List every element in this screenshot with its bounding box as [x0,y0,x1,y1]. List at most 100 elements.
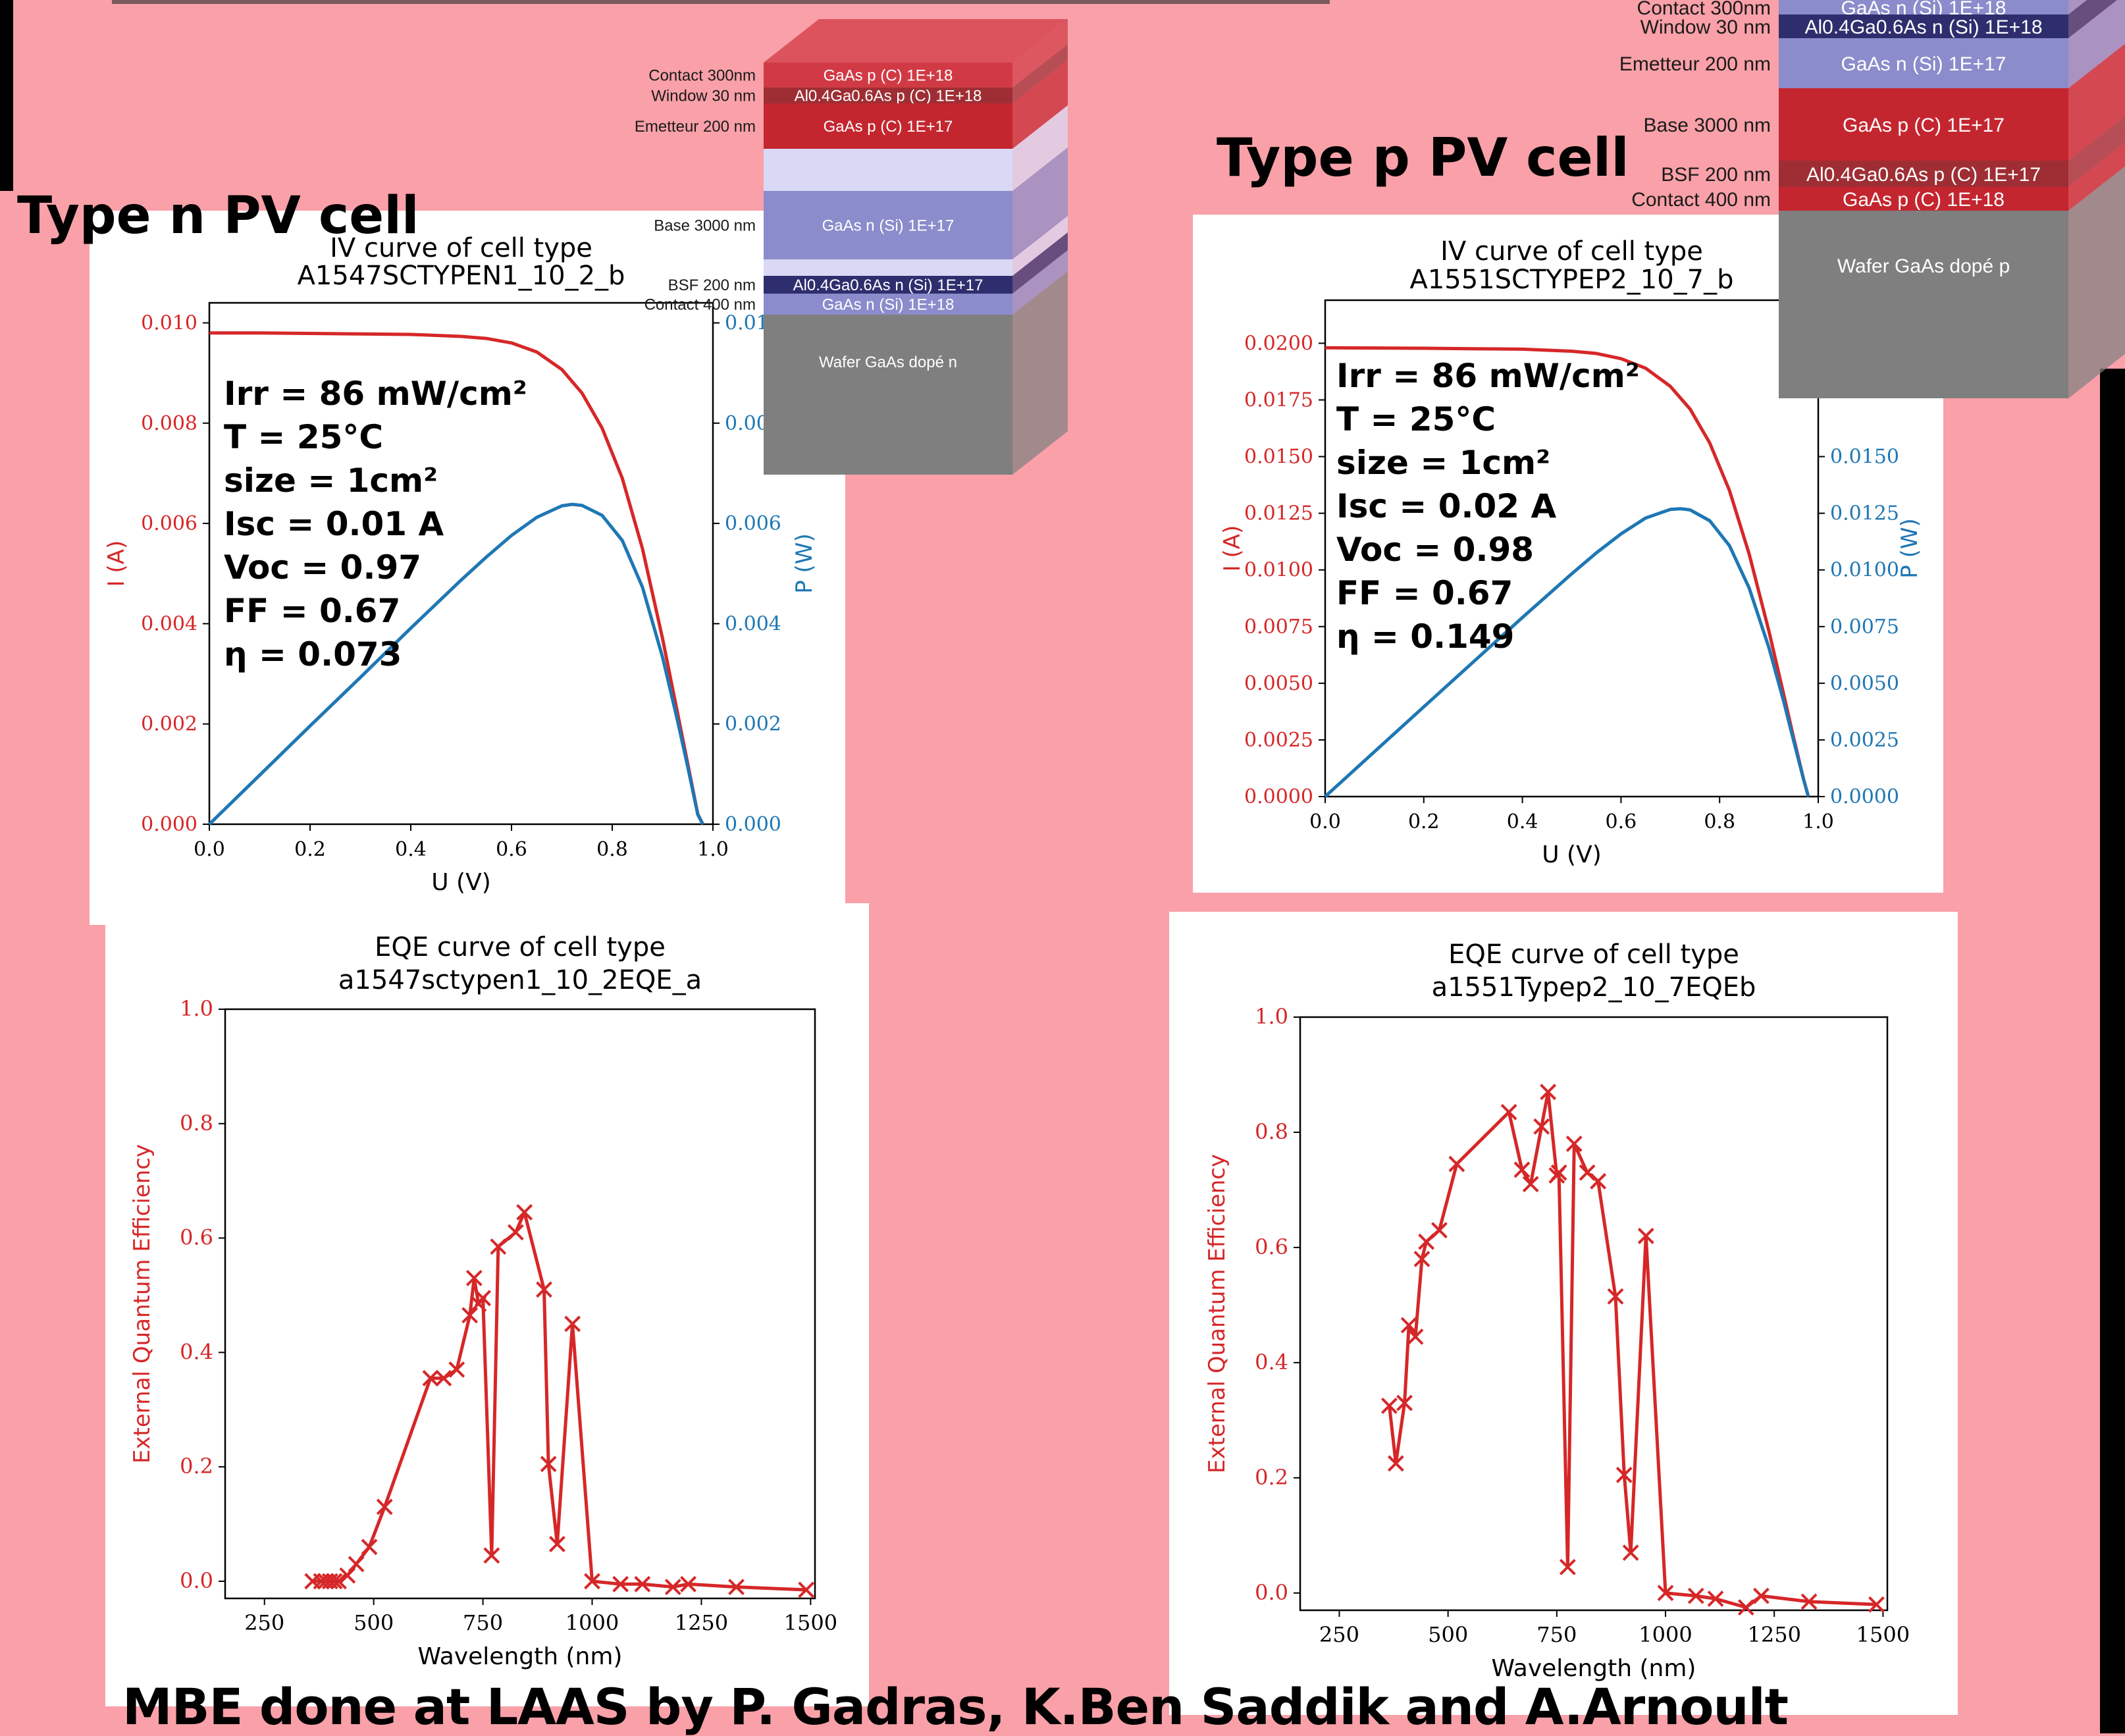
stack-layer-label: Base 3000 nm [1644,115,1771,136]
x-tick-label: 500 [354,1610,394,1635]
data-marker [1565,1136,1583,1152]
data-marker [1637,1227,1654,1244]
stat-irradiance: Irr = 86 mW/cm² [1336,357,1640,395]
x-axis-label: Wavelength (nm) [418,1643,623,1670]
eqe-panel-n [105,903,869,1706]
stack-layer-label: BSF 200 nm [1661,164,1771,186]
x-axis-label: U (V) [1542,841,1602,868]
data-marker [1687,1587,1704,1604]
chart-title-line: a1551Typep2_10_7EQEb [1432,972,1756,1003]
stat-temperature: T = 25°C [224,418,384,456]
data-marker [348,1556,365,1573]
data-marker [540,1456,557,1473]
y2-tick-label: 0.006 [725,512,781,535]
chart-title-line: EQE curve of cell type [375,932,666,962]
stack-top-face [764,19,1068,63]
x-tick-label: 1000 [1639,1622,1692,1647]
data-marker [448,1361,465,1378]
x-tick-label: 750 [1536,1622,1577,1647]
x-tick-label: 0.6 [496,838,527,861]
data-marker [507,1224,524,1241]
stat-efficiency: η = 0.073 [224,635,402,673]
heading-type-p: Type p PV cell [1217,127,1629,188]
stack-layer-name: Wafer GaAs dopé p [1837,255,2010,277]
stack-layer-name: GaAs p (C) 1E+18 [824,67,953,85]
x-tick-label: 0.4 [1507,810,1538,833]
stat-size: size = 1cm² [224,461,438,500]
data-marker [612,1575,629,1592]
stack-layer-side [1012,232,1068,294]
data-marker [728,1579,745,1596]
data-marker [361,1539,378,1556]
stack-layer-label: Contact 300nm [1637,0,1771,19]
y-tick-label: 0.0025 [1244,729,1313,752]
data-marker [1533,1118,1550,1135]
stack-layer-side [2068,166,2125,398]
stack-layer [764,259,1012,276]
data-marker [1800,1593,1818,1610]
stack-layer-label: Base 3000 nm [654,217,756,235]
stack-layer-side [1012,216,1068,276]
stack-layer-name: GaAs n (Si) 1E+18 [822,296,955,314]
data-marker [1579,1164,1596,1181]
data-marker [1513,1161,1531,1178]
y-axis-label: External Quantum Efficiency [129,1144,155,1463]
y-tick-label: 0.000 [141,813,197,836]
chart-title-line: a1547sctypen1_10_2EQE_a [338,965,702,995]
data-marker [1657,1585,1674,1602]
stack-layer-side [1012,271,1068,475]
y2-tick-label: 0.002 [725,713,781,736]
data-marker [798,1581,815,1598]
stack-layer-label: Emetteur 200 nm [635,118,756,136]
x-tick-label: 1000 [565,1610,619,1635]
y-tick-label: 0.0150 [1244,446,1313,469]
stat-temperature: T = 25°C [1336,400,1496,438]
stack-layer-label: Window 30 nm [651,88,756,105]
stack-layer [764,294,1012,315]
x-tick-label: 1500 [784,1610,837,1635]
right-edge-bar [2100,369,2125,1733]
heading-type-n: Type n PV cell [17,186,419,246]
data-marker [1448,1155,1465,1172]
x-tick-label: 0.2 [1408,810,1440,833]
y-tick-label: 0.2 [1255,1465,1288,1490]
data-marker [483,1547,500,1564]
data-marker [1622,1544,1639,1561]
left-edge-bar [0,0,13,191]
stat-fill-factor: FF = 0.67 [1336,574,1513,612]
x-tick-label: 750 [463,1610,503,1635]
stack-layer-side [1012,105,1068,191]
plot-frame [1299,1016,1889,1612]
data-marker [1590,1172,1607,1190]
y-tick-label: 0.4 [1255,1350,1288,1375]
stack-layer-label: Window 30 nm [1640,16,1771,38]
data-marker [1400,1317,1417,1334]
data-marker [680,1575,696,1592]
x-tick-label: 0.6 [1606,810,1637,833]
x-tick-label: 0.8 [596,838,628,861]
y-tick-label: 1.0 [180,996,213,1021]
plot-frame [1324,299,1820,798]
data-marker [1607,1288,1624,1305]
data-marker [422,1370,439,1386]
chart-title-line: EQE curve of cell type [1448,939,1739,970]
y2-tick-label: 0.0000 [1830,785,1899,808]
x-tick-label: 0.0 [1309,810,1341,833]
y2-tick-label: 0.0150 [1830,446,1899,469]
x-tick-label: 250 [244,1610,284,1635]
stack-layer-name: Al0.4Ga0.6As p (C) 1E+18 [795,88,982,105]
data-marker [326,1573,343,1590]
stack-layer-side [2068,116,2125,187]
y2-axis-label: P (W) [1897,518,1923,578]
y-tick-label: 0.0075 [1244,616,1313,639]
y-tick-label: 0.004 [141,612,197,635]
data-marker [1407,1328,1424,1345]
y-tick-label: 0.0 [1255,1580,1288,1605]
stack-layer-label: Emetteur 200 nm [1619,53,1771,75]
x-tick-label: 0.8 [1704,810,1735,833]
stack-layer-side [1012,250,1068,315]
stack-layer-name: GaAs p (C) 1E+18 [1843,189,2005,211]
y2-tick-label: 0.000 [725,813,781,836]
chart-title-line: A1551SCTYPEP2_10_7_b [1409,265,1733,295]
